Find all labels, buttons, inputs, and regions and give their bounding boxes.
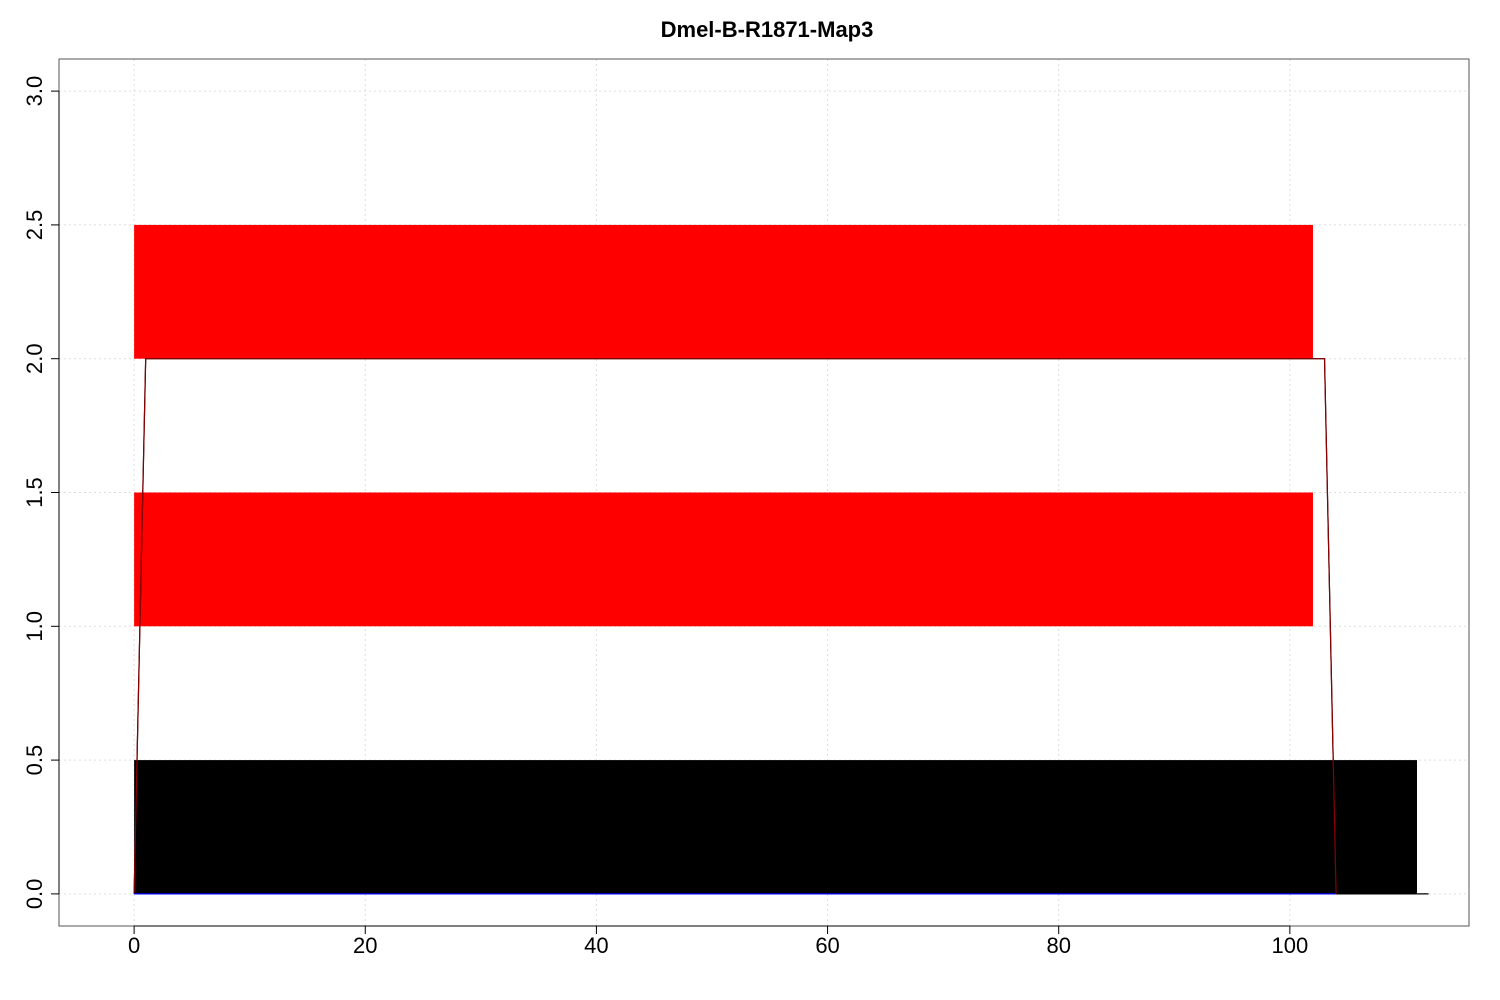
y-tick-label: 0.0	[22, 879, 47, 910]
chart-title: Dmel-B-R1871-Map3	[661, 17, 874, 42]
bar	[134, 760, 1417, 894]
lines	[133, 358, 1429, 895]
series-line	[133, 358, 1337, 894]
y-tick-label: 2.5	[22, 210, 47, 241]
y-tick-label: 1.5	[22, 477, 47, 508]
x-tick-label: 0	[128, 933, 140, 958]
x-tick-label: 20	[353, 933, 377, 958]
x-tick-label: 40	[584, 933, 608, 958]
y-axis: 0.0 0.5 1.0 1.5 2.0 2.5 3.0	[22, 76, 60, 910]
x-tick-label: 60	[815, 933, 839, 958]
bar	[134, 224, 1313, 359]
bar	[134, 492, 1313, 627]
x-axis: 0 20 40 60 80 100	[128, 925, 1309, 958]
x-tick-label: 80	[1046, 933, 1070, 958]
x-tick-label: 100	[1272, 933, 1309, 958]
y-tick-label: 2.0	[22, 343, 47, 374]
y-tick-label: 1.0	[22, 611, 47, 642]
y-tick-label: 0.5	[22, 745, 47, 776]
y-tick-label: 3.0	[22, 76, 47, 107]
bars	[134, 224, 1417, 894]
